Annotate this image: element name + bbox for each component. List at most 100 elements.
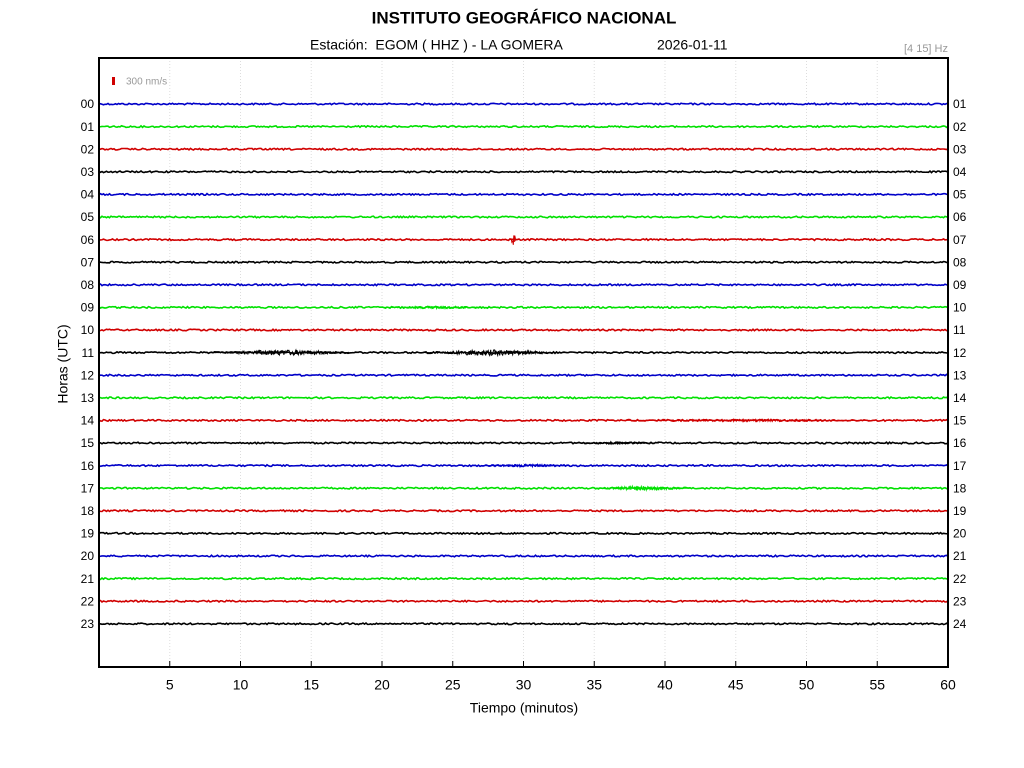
row-end-label: 20 [953,527,967,541]
event [481,462,570,469]
event [510,235,517,245]
row-end-label: 05 [953,188,967,202]
row-label: 18 [81,504,95,518]
row-end-label: 09 [953,278,967,292]
row-label: 09 [81,301,95,315]
row-label: 07 [81,255,95,269]
row-end-label: 18 [953,481,967,495]
row-label: 16 [81,459,95,473]
row-label: 13 [81,391,95,405]
row-label: 20 [81,549,95,563]
scale-label: 300 nm/s [126,77,167,88]
plot: 5 10 15 20 25 30 35 40 45 50 55 60 00 01 01 02 02 03 03 04 0… [81,58,967,693]
x-tick-label: 35 [586,677,602,693]
row-end-label: 02 [953,120,967,134]
trace [98,373,949,378]
trace [98,215,949,219]
row-label: 03 [81,165,95,179]
row-end-label: 07 [953,233,967,247]
event [574,440,659,446]
x-tick-label: 5 [166,677,174,693]
row-end-label: 21 [953,549,967,563]
row-end-label: 14 [953,391,967,405]
row-label: 00 [81,97,95,111]
trace [98,441,949,445]
trace [98,576,949,581]
filter: [4 15] Hz [904,43,948,55]
y-axis-label: Horas (UTC) [55,324,71,403]
event [594,484,691,493]
x-tick-label: 25 [445,677,461,693]
event [420,348,566,358]
row-end-label: 11 [953,323,966,337]
x-tick-label: 40 [657,677,673,693]
row-end-label: 12 [953,346,967,360]
row-label: 01 [81,120,95,134]
row-label: 21 [81,572,95,586]
row-label: 10 [81,323,95,337]
row-end-label: 24 [953,617,967,631]
row-label: 15 [81,436,95,450]
station: Estación: EGOM ( HHZ ) - LA GOMERA [310,37,563,53]
row-label: 22 [81,594,95,608]
row-label: 19 [81,527,95,541]
trace [98,328,949,332]
row-end-label: 06 [953,210,967,224]
row-label: 14 [81,414,95,428]
event [382,305,495,311]
row-end-label: 23 [953,594,967,608]
trace [98,395,949,400]
event [209,348,359,357]
trace [98,237,949,242]
row-label: 08 [81,278,95,292]
trace [98,102,949,106]
x-tick-label: 30 [516,677,532,693]
row-end-label: 19 [953,504,967,518]
row-end-label: 01 [953,97,967,111]
trace [98,508,949,513]
scale-bar [112,77,115,85]
row-end-label: 22 [953,572,967,586]
trace [98,486,949,491]
row-label: 23 [81,617,95,631]
row-label: 06 [81,233,95,247]
trace [98,621,949,626]
x-tick-label: 55 [869,677,885,693]
row-label: 02 [81,142,95,156]
plot-frame [98,57,949,668]
x-tick-label: 15 [303,677,319,693]
date: 2026-01-11 [657,37,728,53]
row-end-label: 17 [953,459,967,473]
row-end-label: 16 [953,436,967,450]
row-label: 11 [82,346,95,360]
row-end-label: 08 [953,255,967,269]
row-end-label: 04 [953,165,967,179]
row-end-label: 15 [953,414,967,428]
event [625,417,870,423]
trace [98,531,949,536]
trace [98,147,949,152]
trace [98,192,949,197]
trace [98,305,949,310]
x-tick-label: 50 [799,677,815,693]
row-label: 04 [81,188,95,202]
x-tick-label: 45 [728,677,744,693]
row-end-label: 13 [953,368,967,382]
row-end-label: 10 [953,301,967,315]
x-tick-label: 10 [233,677,249,693]
x-axis-label: Tiempo (minutos) [470,700,578,716]
x-tick-label: 20 [374,677,390,693]
trace [98,599,949,604]
trace [98,124,949,129]
trace [98,554,949,558]
trace [98,260,949,265]
trace [98,282,949,287]
row-end-label: 03 [953,142,967,156]
row-label: 05 [81,210,95,224]
row-label: 17 [81,481,95,495]
x-tick-label: 60 [940,677,956,693]
trace [98,169,949,174]
chart-title: INSTITUTO GEOGRÁFICO NACIONAL [372,8,677,27]
